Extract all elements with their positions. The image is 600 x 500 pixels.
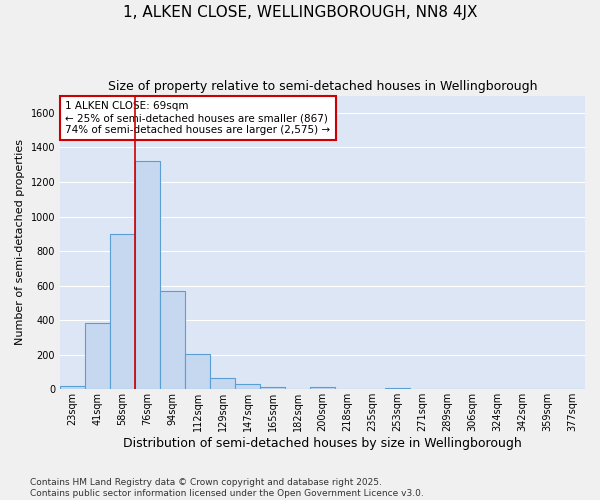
Bar: [310, 386, 335, 390]
Bar: [385, 388, 410, 390]
Title: Size of property relative to semi-detached houses in Wellingborough: Size of property relative to semi-detach…: [108, 80, 537, 93]
Bar: [60, 386, 85, 390]
Bar: [110, 234, 135, 390]
Y-axis label: Number of semi-detached properties: Number of semi-detached properties: [15, 140, 25, 346]
Bar: [260, 386, 285, 390]
Text: 1, ALKEN CLOSE, WELLINGBOROUGH, NN8 4JX: 1, ALKEN CLOSE, WELLINGBOROUGH, NN8 4JX: [123, 5, 477, 20]
Bar: [85, 323, 110, 390]
Bar: [210, 378, 235, 390]
Bar: [185, 354, 210, 390]
Text: Contains HM Land Registry data © Crown copyright and database right 2025.
Contai: Contains HM Land Registry data © Crown c…: [30, 478, 424, 498]
X-axis label: Distribution of semi-detached houses by size in Wellingborough: Distribution of semi-detached houses by …: [123, 437, 522, 450]
Bar: [235, 384, 260, 390]
Bar: [160, 291, 185, 390]
Bar: [135, 161, 160, 390]
Text: 1 ALKEN CLOSE: 69sqm
← 25% of semi-detached houses are smaller (867)
74% of semi: 1 ALKEN CLOSE: 69sqm ← 25% of semi-detac…: [65, 102, 331, 134]
